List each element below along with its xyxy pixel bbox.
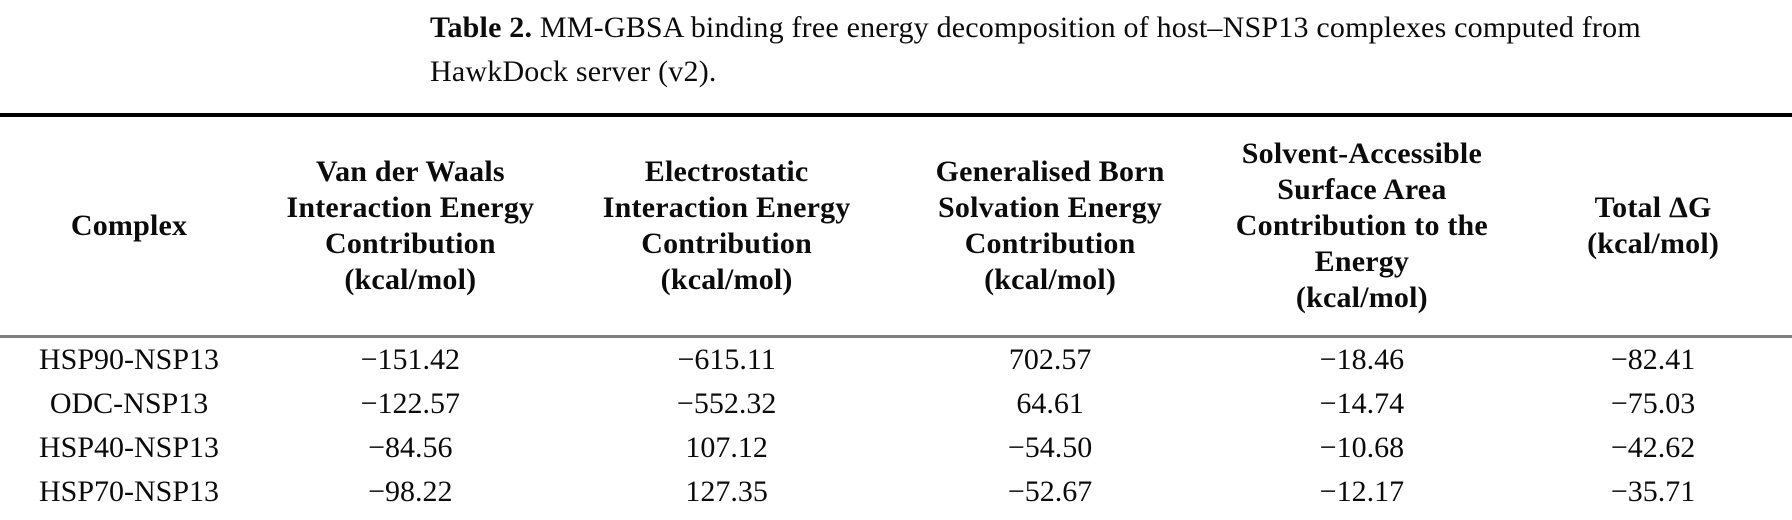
cell-electrostatic: 107.12 xyxy=(685,431,768,464)
table-header-row: Complex Van der Waals Interaction Energy… xyxy=(0,115,1792,338)
cell-complex: HSP90-NSP13 xyxy=(38,343,220,376)
cell-total-dg: −75.03 xyxy=(1610,387,1696,420)
cell-electrostatic: −552.32 xyxy=(676,387,777,420)
cell-van-der-waals: −122.57 xyxy=(360,387,461,420)
mmgbsa-decomposition-table: Complex Van der Waals Interaction Energy… xyxy=(0,113,1792,514)
cell-generalised-born: 702.57 xyxy=(1008,343,1092,376)
table-row: HSP40-NSP13 −84.56 107.12 −54.50 −10.68 … xyxy=(0,426,1792,470)
cell-total-dg: −35.71 xyxy=(1610,475,1696,508)
cell-electrostatic: 127.35 xyxy=(685,475,768,508)
col-header-van-der-waals: Van der Waals Interaction Energy Contrib… xyxy=(258,115,563,338)
table-row: ODC-NSP13 −122.57 −552.32 64.61 −14.74 −… xyxy=(0,382,1792,426)
table-row: HSP70-NSP13 −98.22 127.35 −52.67 −12.17 … xyxy=(0,470,1792,514)
cell-complex: ODC-NSP13 xyxy=(49,387,209,420)
cell-generalised-born: −54.50 xyxy=(1007,431,1093,464)
table-caption-line2: HawkDock server (v2). xyxy=(430,55,717,88)
table-header: Complex Van der Waals Interaction Energy… xyxy=(0,115,1792,338)
cell-electrostatic: −615.11 xyxy=(677,343,776,376)
table-caption-label: Table 2. xyxy=(430,11,533,44)
col-header-total-dg: Total ΔG (kcal/mol) xyxy=(1514,115,1792,338)
col-header-generalised-born: Generalised Born Solvation Energy Contri… xyxy=(890,115,1210,338)
cell-van-der-waals: −151.42 xyxy=(360,343,461,376)
table-caption: Table 2. MM-GBSA binding free energy dec… xyxy=(430,6,1792,94)
cell-complex: HSP70-NSP13 xyxy=(38,475,220,508)
cell-van-der-waals: −84.56 xyxy=(368,431,453,464)
table-body: HSP90-NSP13 −151.42 −615.11 702.57 −18.4… xyxy=(0,337,1792,515)
table-caption-line1: MM-GBSA binding free energy decompositio… xyxy=(532,11,1641,44)
cell-generalised-born: −52.67 xyxy=(1007,475,1093,508)
cell-generalised-born: 64.61 xyxy=(1016,387,1084,420)
cell-van-der-waals: −98.22 xyxy=(368,475,453,508)
cell-sasa: −18.46 xyxy=(1319,343,1405,376)
paper-page: Table 2. MM-GBSA binding free energy dec… xyxy=(0,6,1792,514)
col-header-electrostatic: Electrostatic Interaction Energy Contrib… xyxy=(562,115,891,338)
cell-sasa: −12.17 xyxy=(1319,475,1405,508)
cell-complex: HSP40-NSP13 xyxy=(38,431,220,464)
cell-total-dg: −82.41 xyxy=(1610,343,1696,376)
table-row: HSP90-NSP13 −151.42 −615.11 702.57 −18.4… xyxy=(0,337,1792,383)
cell-total-dg: −42.62 xyxy=(1610,431,1696,464)
col-header-sasa: Solvent-Accessible Surface Area Contribu… xyxy=(1209,115,1515,338)
col-header-complex: Complex xyxy=(0,115,259,338)
cell-sasa: −14.74 xyxy=(1319,387,1405,420)
cell-sasa: −10.68 xyxy=(1319,431,1405,464)
